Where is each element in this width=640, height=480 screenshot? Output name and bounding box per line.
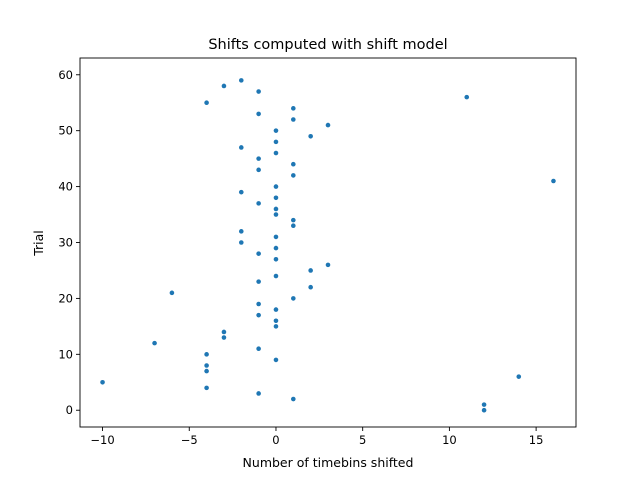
plot-frame xyxy=(79,57,577,428)
data-point xyxy=(256,111,261,117)
y-tick-label: 30 xyxy=(58,236,73,250)
data-point xyxy=(291,173,296,178)
data-point xyxy=(273,245,279,251)
data-point xyxy=(325,262,331,268)
data-point xyxy=(256,167,261,173)
y-tick-label: 60 xyxy=(58,68,73,82)
data-point xyxy=(256,279,261,284)
x-tick-label: 15 xyxy=(529,433,544,447)
data-point xyxy=(308,133,313,139)
x-tick-label: 5 xyxy=(359,433,366,447)
data-point xyxy=(204,363,209,368)
data-point xyxy=(291,117,296,122)
data-point xyxy=(273,128,279,133)
data-point xyxy=(256,312,261,318)
data-point xyxy=(221,83,227,89)
data-point xyxy=(204,368,209,374)
data-point xyxy=(256,156,261,161)
data-point xyxy=(256,391,261,396)
data-point xyxy=(273,150,279,156)
data-point xyxy=(169,290,175,296)
data-point xyxy=(291,396,296,402)
data-point xyxy=(325,122,331,128)
data-point xyxy=(291,296,296,301)
data-point xyxy=(308,284,313,290)
data-point xyxy=(238,78,244,83)
data-point xyxy=(273,357,279,363)
data-point xyxy=(291,106,296,111)
data-point xyxy=(204,385,209,391)
data-point xyxy=(273,307,279,312)
data-point xyxy=(273,273,279,279)
data-point xyxy=(273,256,279,262)
data-point xyxy=(291,161,296,167)
plot-area xyxy=(100,78,556,413)
data-point xyxy=(256,346,261,352)
y-tick-label: 40 xyxy=(58,180,73,194)
data-point xyxy=(516,374,522,379)
x-tick-label: −10 xyxy=(90,433,114,447)
data-point xyxy=(291,223,296,229)
y-tick-label: 0 xyxy=(66,403,73,417)
data-point xyxy=(481,402,487,407)
data-point xyxy=(464,94,470,100)
data-point xyxy=(256,89,261,94)
data-point xyxy=(256,201,261,206)
data-point xyxy=(308,268,313,273)
x-tick-label: 10 xyxy=(442,433,457,447)
data-point xyxy=(221,335,227,340)
data-point xyxy=(273,318,279,324)
y-axis-label: Trial xyxy=(31,230,46,257)
y-tick-label: 10 xyxy=(58,347,73,361)
data-point xyxy=(551,178,556,184)
data-point xyxy=(256,301,261,307)
data-point xyxy=(238,240,244,245)
data-point xyxy=(273,184,279,189)
data-point xyxy=(481,407,487,413)
y-tick-label: 50 xyxy=(58,124,73,138)
axes: −10 −5 0 5 10 15 0 10 20 30 40 50 60 xyxy=(58,57,577,447)
data-point xyxy=(152,340,157,346)
data-point xyxy=(273,324,279,329)
data-point xyxy=(204,100,209,106)
x-axis-label: Number of timebins shifted xyxy=(243,455,414,470)
data-point xyxy=(273,234,279,240)
chart-title: Shifts computed with shift model xyxy=(208,37,447,53)
data-point xyxy=(256,251,261,256)
data-point xyxy=(291,217,296,223)
x-tick-label: −5 xyxy=(181,433,198,447)
data-point xyxy=(238,145,244,150)
data-point xyxy=(273,206,279,212)
x-tick-label: 0 xyxy=(272,433,279,447)
data-point xyxy=(204,352,209,357)
data-point xyxy=(238,189,244,195)
data-point xyxy=(221,329,227,335)
y-tick-label: 20 xyxy=(58,291,73,305)
data-point xyxy=(273,195,279,201)
data-point xyxy=(100,379,105,385)
data-point xyxy=(273,212,279,217)
data-point xyxy=(238,229,244,234)
data-point xyxy=(273,139,279,145)
